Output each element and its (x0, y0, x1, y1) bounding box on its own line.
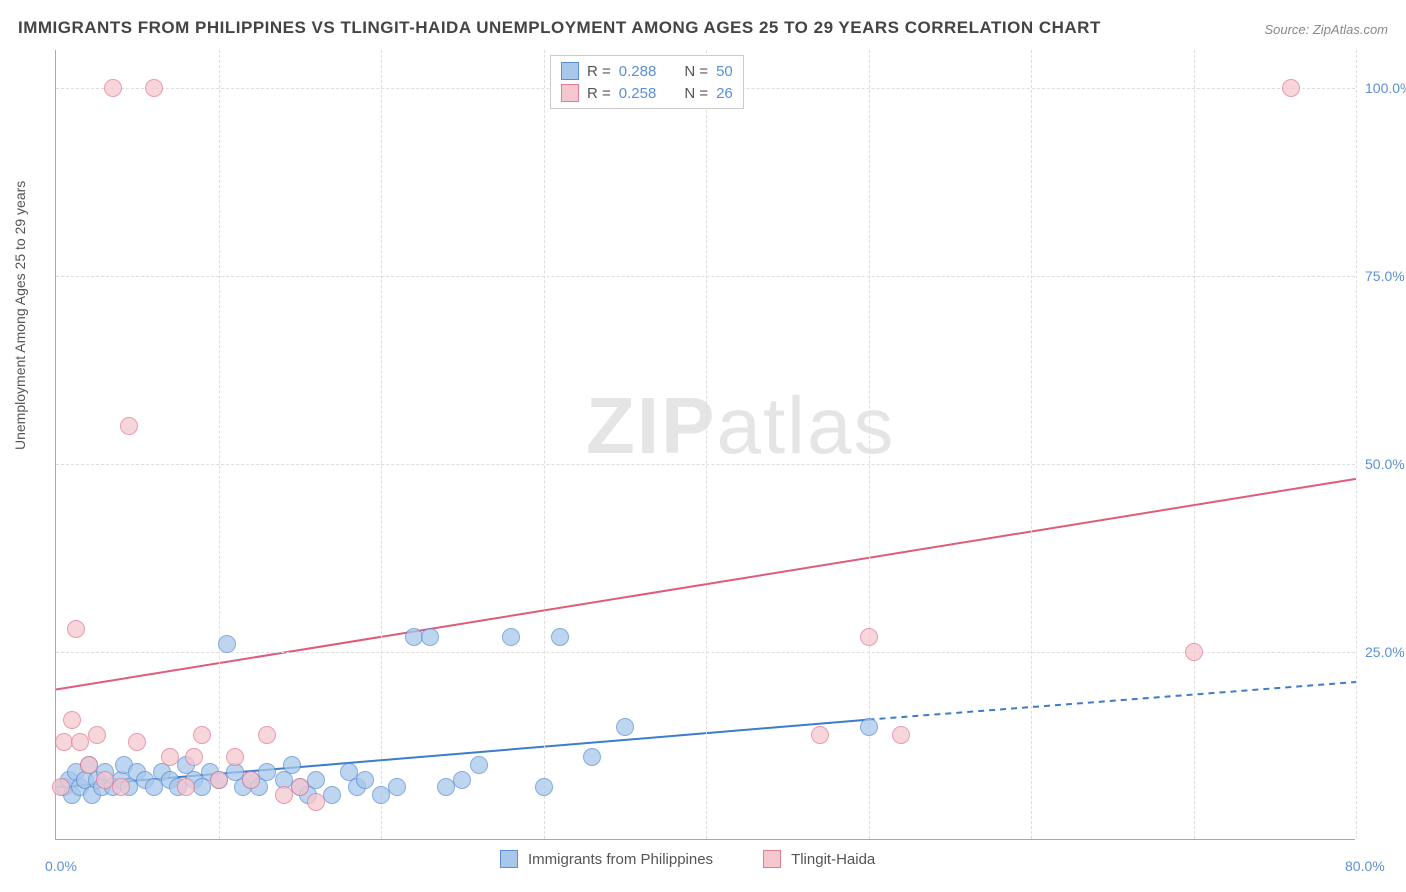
data-point (860, 628, 878, 646)
swatch-series2 (561, 84, 579, 102)
data-point (502, 628, 520, 646)
data-point (210, 771, 228, 789)
data-point (551, 628, 569, 646)
data-point (356, 771, 374, 789)
correlation-legend: R = 0.288 N = 50 R = 0.258 N = 26 (550, 55, 744, 109)
data-point (323, 786, 341, 804)
data-point (52, 778, 70, 796)
data-point (258, 726, 276, 744)
data-point (275, 786, 293, 804)
x-tick-label: 80.0% (1345, 858, 1385, 874)
series1-label: Immigrants from Philippines (528, 851, 713, 868)
data-point (185, 748, 203, 766)
data-point (1185, 643, 1203, 661)
n-value-2: 26 (716, 85, 733, 102)
n-label: N = (684, 63, 708, 80)
data-point (161, 748, 179, 766)
data-point (307, 793, 325, 811)
data-point (437, 778, 455, 796)
n-value-1: 50 (716, 63, 733, 80)
data-point (242, 771, 260, 789)
y-tick-label: 25.0% (1365, 644, 1405, 660)
swatch-series2-b (763, 850, 781, 868)
data-point (104, 79, 122, 97)
data-point (421, 628, 439, 646)
data-point (811, 726, 829, 744)
data-point (71, 733, 89, 751)
legend-row-2: R = 0.258 N = 26 (561, 82, 733, 104)
y-axis-label: Unemployment Among Ages 25 to 29 years (12, 181, 28, 450)
data-point (453, 771, 471, 789)
data-point (470, 756, 488, 774)
data-point (88, 726, 106, 744)
data-point (860, 718, 878, 736)
data-point (291, 778, 309, 796)
r-value-2: 0.258 (619, 85, 657, 102)
data-point (307, 771, 325, 789)
series2-label: Tlingit-Haida (791, 851, 875, 868)
r-label-2: R = (587, 85, 611, 102)
data-point (218, 635, 236, 653)
r-value-1: 0.288 (619, 63, 657, 80)
swatch-series1-b (500, 850, 518, 868)
data-point (535, 778, 553, 796)
data-point (388, 778, 406, 796)
legend-row-1: R = 0.288 N = 50 (561, 60, 733, 82)
data-point (67, 620, 85, 638)
data-point (1282, 79, 1300, 97)
data-point (583, 748, 601, 766)
r-label: R = (587, 63, 611, 80)
y-tick-label: 50.0% (1365, 456, 1405, 472)
data-point (372, 786, 390, 804)
swatch-series1 (561, 62, 579, 80)
data-point (283, 756, 301, 774)
data-point (177, 778, 195, 796)
data-point (226, 748, 244, 766)
plot-area: ZIPatlas (55, 50, 1355, 840)
x-tick-label: 0.0% (45, 858, 77, 874)
series-legend: Immigrants from Philippines Tlingit-Haid… (500, 850, 875, 868)
y-tick-label: 100.0% (1365, 80, 1406, 96)
data-point (80, 756, 98, 774)
data-point (892, 726, 910, 744)
data-point (193, 726, 211, 744)
n-label-2: N = (684, 85, 708, 102)
data-point (128, 733, 146, 751)
data-point (120, 417, 138, 435)
chart-title: IMMIGRANTS FROM PHILIPPINES VS TLINGIT-H… (18, 18, 1101, 38)
data-point (112, 778, 130, 796)
data-point (145, 79, 163, 97)
data-point (616, 718, 634, 736)
source-attribution: Source: ZipAtlas.com (1264, 22, 1388, 37)
data-point (63, 711, 81, 729)
y-tick-label: 75.0% (1365, 268, 1405, 284)
